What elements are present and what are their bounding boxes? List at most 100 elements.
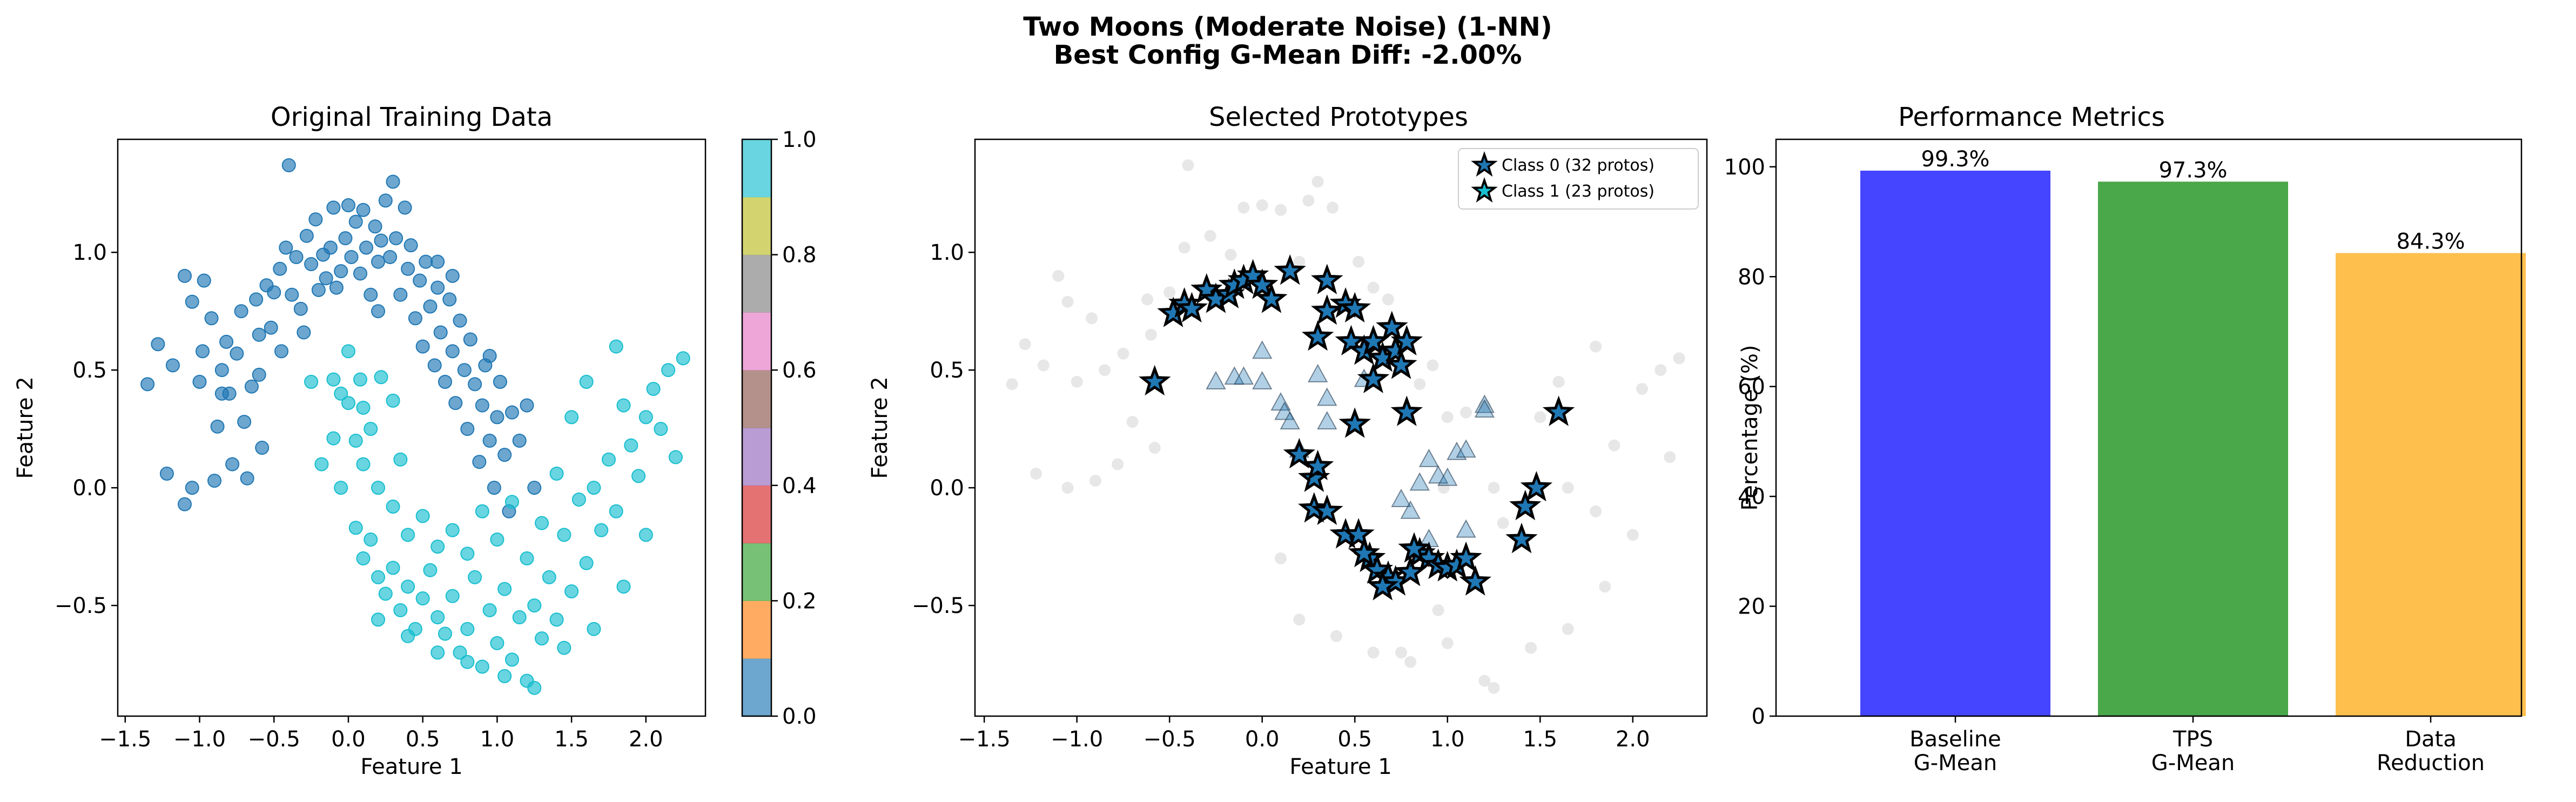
- background-point: [1367, 646, 1380, 659]
- performance-metrics-panel: Performance Metrics 99.3% 97.3% 84.3% 0 20 4…: [1724, 102, 2526, 776]
- background-point: [1112, 458, 1124, 470]
- background-point: [1673, 352, 1685, 365]
- background-point: [1664, 451, 1676, 463]
- class1-point: [393, 603, 408, 617]
- class0-point: [151, 337, 165, 352]
- class0-point: [497, 448, 512, 462]
- figure-title-line2: Best Config G-Mean Diff: -2.00%: [1054, 40, 1522, 70]
- background-point: [1117, 347, 1129, 360]
- class0-point: [383, 250, 398, 264]
- class1-point: [460, 622, 475, 636]
- class0-point: [468, 377, 482, 392]
- class0-point: [368, 219, 382, 234]
- background-point: [1145, 328, 1157, 341]
- background-point: [1608, 439, 1620, 451]
- background-point: [1330, 630, 1342, 642]
- class1-point: [535, 631, 549, 646]
- panel1-frame: [117, 138, 707, 717]
- class1-point: [646, 382, 661, 396]
- background-point: [1382, 293, 1394, 306]
- class1-point: [520, 551, 534, 565]
- panel2-ytick-label: 0.0: [930, 476, 964, 501]
- panel1-ytick-label: 0.0: [72, 476, 107, 501]
- category-label: G-Mean: [1914, 751, 1997, 776]
- class0-point: [323, 240, 338, 255]
- class1-point: [364, 422, 378, 436]
- class0-point: [448, 396, 463, 410]
- class0-point: [244, 379, 259, 394]
- class0-point: [438, 374, 452, 389]
- class0-point: [197, 273, 211, 288]
- class0-point: [274, 344, 288, 359]
- class1-point: [386, 561, 400, 575]
- class1-point: [557, 641, 571, 655]
- background-point: [1006, 378, 1018, 390]
- class1-point: [594, 523, 609, 537]
- class1-point: [341, 344, 355, 359]
- background-point: [1311, 176, 1324, 188]
- background-point: [1061, 295, 1074, 308]
- class1-point: [654, 422, 668, 436]
- class1-point: [616, 579, 631, 594]
- background-point: [1497, 517, 1509, 529]
- class1-point: [401, 528, 415, 542]
- class1-point: [579, 556, 594, 570]
- class0-point: [401, 261, 415, 276]
- legend-class0: Class 0 (32 protos): [1502, 156, 1654, 175]
- background-point: [1204, 230, 1216, 242]
- panel2-xtick-label: 2.0: [1616, 727, 1650, 752]
- class0-point: [273, 261, 287, 276]
- class0-point: [374, 233, 388, 248]
- panel1-ylabel: Feature 2: [13, 376, 38, 478]
- background-point: [1478, 399, 1491, 412]
- class0-point: [482, 433, 497, 448]
- class0-point: [512, 433, 527, 448]
- class1-point: [468, 570, 482, 584]
- class0-point: [252, 367, 266, 382]
- panel2-xtick-label: 1.5: [1523, 727, 1557, 752]
- class1-point: [564, 584, 579, 598]
- panel1-ytick-label: 0.5: [72, 358, 107, 383]
- class0-point: [341, 198, 355, 213]
- class1-point: [505, 652, 519, 667]
- class1-point: [356, 551, 371, 565]
- prototype-star: [1301, 320, 1334, 351]
- colorbar-segment: [742, 139, 771, 198]
- class1-point: [609, 339, 623, 354]
- class1-point: [601, 452, 616, 467]
- class1-point: [401, 579, 415, 594]
- panel3-ytick-label: 80: [1738, 265, 1765, 289]
- class0-point: [185, 481, 199, 495]
- class0-point: [460, 422, 475, 436]
- colorbar-segment: [742, 601, 771, 659]
- prototype-star: [1274, 254, 1306, 285]
- colorbar-segment: [742, 658, 771, 717]
- background-point: [1590, 505, 1602, 517]
- legend-box: [1458, 148, 1699, 210]
- background-point: [1432, 604, 1444, 616]
- colorbar-ticks: 0.0 0.2 0.4 0.6 0.8 1.0: [771, 127, 817, 729]
- prototype-star: [1342, 518, 1375, 549]
- class0-point: [419, 254, 433, 269]
- class0-point: [463, 332, 477, 347]
- class0-point: [219, 334, 234, 349]
- metric-bar: [1860, 170, 2050, 716]
- prototype-star: [1339, 292, 1371, 323]
- class1-triangle: [1474, 399, 1495, 418]
- colorbar-frame: [741, 138, 772, 717]
- colorbar-segment: [742, 428, 771, 486]
- prototype-legend: Class 0 (32 protos) Class 1 (23 protos): [1458, 148, 1699, 210]
- prototype-star: [1255, 282, 1288, 313]
- class1-point: [668, 450, 683, 464]
- colorbar-tick-label: 0.4: [782, 474, 817, 498]
- class0-point: [408, 311, 422, 326]
- class0-point: [356, 203, 371, 217]
- panel2-xtick-label: −1.5: [958, 727, 1011, 752]
- class1-triangle: [1274, 401, 1295, 420]
- panel2-xtick-label: −1.0: [1051, 727, 1103, 752]
- class1-point: [587, 622, 601, 636]
- class1-point: [371, 570, 386, 584]
- panel1-y-ticks: −0.5 0.0 0.5 1.0: [55, 240, 118, 618]
- class0-point: [403, 238, 418, 253]
- background-point: [1460, 406, 1472, 419]
